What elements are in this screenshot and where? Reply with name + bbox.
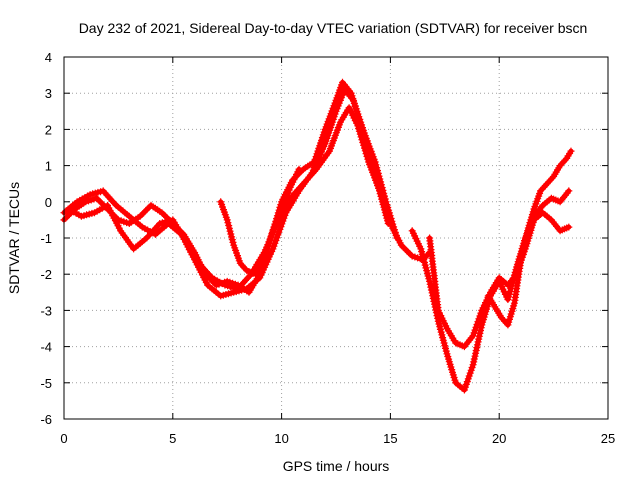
series-trace — [65, 105, 391, 292]
y-tick-label: 4 — [45, 50, 52, 65]
series-6 — [426, 209, 573, 351]
data-point — [295, 165, 303, 173]
y-tick-label: -1 — [40, 231, 52, 246]
data-point — [384, 220, 392, 227]
chart-title: Day 232 of 2021, Sidereal Day-to-day VTE… — [79, 20, 588, 36]
y-tick-label: -5 — [40, 376, 52, 391]
x-tick-label: 15 — [383, 431, 397, 446]
series-trace — [61, 87, 400, 299]
data-point — [565, 187, 573, 195]
data-point — [393, 234, 401, 242]
y-tick-label: 0 — [45, 195, 52, 210]
x-tick-label: 10 — [274, 431, 288, 446]
y-tick-label: 1 — [45, 159, 52, 174]
series-3 — [64, 104, 392, 293]
series-4 — [217, 165, 303, 278]
y-axis-label: SDTVAR / TECUs — [6, 182, 22, 294]
x-tick-label: 25 — [601, 431, 615, 446]
y-tick-label: -3 — [40, 303, 52, 318]
y-tick-label: -2 — [40, 267, 52, 282]
y-tick-label: 2 — [45, 122, 52, 137]
data-point — [565, 223, 573, 231]
y-tick-label: 3 — [45, 86, 52, 101]
data-point — [567, 147, 575, 155]
y-tick-label: -4 — [40, 340, 52, 355]
y-tick-label: -6 — [40, 412, 52, 427]
series-7 — [484, 147, 575, 329]
x-axis-label: GPS time / hours — [283, 458, 390, 474]
series-trace — [61, 79, 433, 295]
x-tick-label: 0 — [60, 431, 67, 446]
data-series — [60, 78, 575, 394]
x-tick-label: 5 — [169, 431, 176, 446]
axis-ticks: 0 5 10 15 20 25 -6 -5 -4 -3 -2 -1 0 1 2 3 4 — [40, 50, 615, 446]
x-tick-label: 20 — [492, 431, 506, 446]
series-2 — [60, 86, 401, 300]
